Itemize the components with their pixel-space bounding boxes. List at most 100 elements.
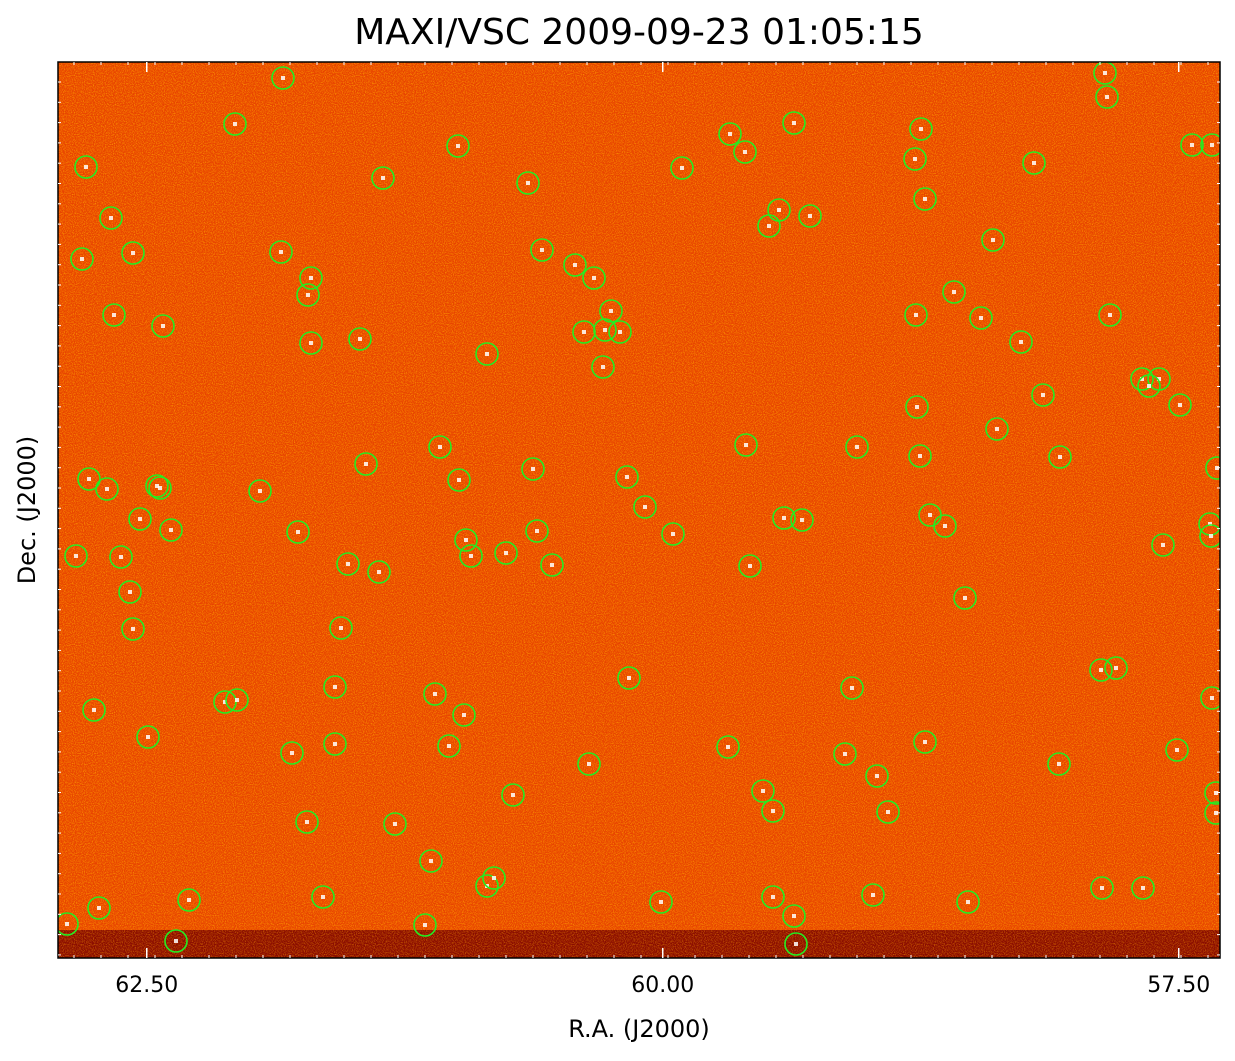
source-spot [1057,762,1061,766]
source-spot [625,475,629,479]
source-spot [928,513,932,517]
source-circle [1165,738,1189,762]
source-spot [290,751,294,755]
source-spot [728,132,732,136]
source-spot [1105,95,1109,99]
source-circle [248,479,272,503]
source-spot [603,328,607,332]
source-spot [1209,534,1213,538]
source-circle [661,522,685,546]
source-circle [482,866,506,890]
source-spot [233,122,237,126]
source-circle [413,913,437,937]
source-spot [504,551,508,555]
source-spot [1175,748,1179,752]
source-spot [364,462,368,466]
source-circle [761,799,785,823]
source-circle [148,476,172,500]
source-spot [794,942,798,946]
source-spot [609,309,613,313]
source-spot [531,467,535,471]
source-circle [329,616,353,640]
source-circle [428,435,452,459]
source-circle [77,467,101,491]
sky-image [58,62,1220,958]
source-spot [923,197,927,201]
source-circle [670,156,694,180]
source-circle [798,204,822,228]
source-spot [1099,668,1103,672]
source-spot [457,478,461,482]
source-spot [1100,886,1104,890]
minor-ticks [58,62,1220,958]
source-circle [367,560,391,584]
source-spot [447,744,451,748]
source-spot [339,626,343,630]
source-circle [761,885,785,909]
source-spot [618,330,622,334]
source-spot [155,484,159,488]
source-circle [225,688,249,712]
source-circle [985,417,1009,441]
source-circle [311,885,335,909]
source-spot [550,563,554,567]
source-circle [833,742,857,766]
source-spot [158,486,162,490]
source-spot [281,76,285,80]
source-circle [790,508,814,532]
source-circle [454,528,478,552]
source-circle [751,779,775,803]
source-circle [102,303,126,327]
source-circle [521,457,545,481]
source-circle [865,764,889,788]
source-spot [540,248,544,252]
source-circle [348,327,372,351]
source-circle [74,155,98,179]
source-spot [743,150,747,154]
source-spot [919,127,923,131]
source-circle [784,932,808,956]
source-spot [923,740,927,744]
source-circle [323,732,347,756]
source-circle [716,735,740,759]
source-spot [582,330,586,334]
source-circle [501,783,525,807]
source-spot [744,443,748,447]
source-spot [161,324,165,328]
source-circle [969,306,993,330]
source-circle [876,800,900,824]
source-spot [80,257,84,261]
source-spot [792,121,796,125]
source-spot [643,505,647,509]
source-circle [82,698,106,722]
source-circle [145,474,169,498]
source-circle [615,465,639,489]
source-spot [1019,340,1023,344]
source-spot [886,810,890,814]
source-spot [464,538,468,542]
source-spot [782,516,786,520]
source-spot [1161,543,1165,547]
source-spot [1210,143,1214,147]
source-circle [1022,151,1046,175]
source-spot [800,518,804,522]
source-spot [92,708,96,712]
source-spot [680,166,684,170]
source-spot [333,742,337,746]
source-spot [587,762,591,766]
source-spot [485,352,489,356]
source-circle [299,331,323,355]
source-circle [151,314,175,338]
source-circle [772,506,796,530]
source-circle [336,552,360,576]
source-spot [601,365,605,369]
source-circle [1204,781,1220,805]
source-circle [446,134,470,158]
source-circle [516,171,540,195]
source-circle [1199,524,1220,548]
source-spot [771,895,775,899]
source-spot [131,251,135,255]
source-spot [792,914,796,918]
source-circle [452,703,476,727]
source-spot [321,895,325,899]
